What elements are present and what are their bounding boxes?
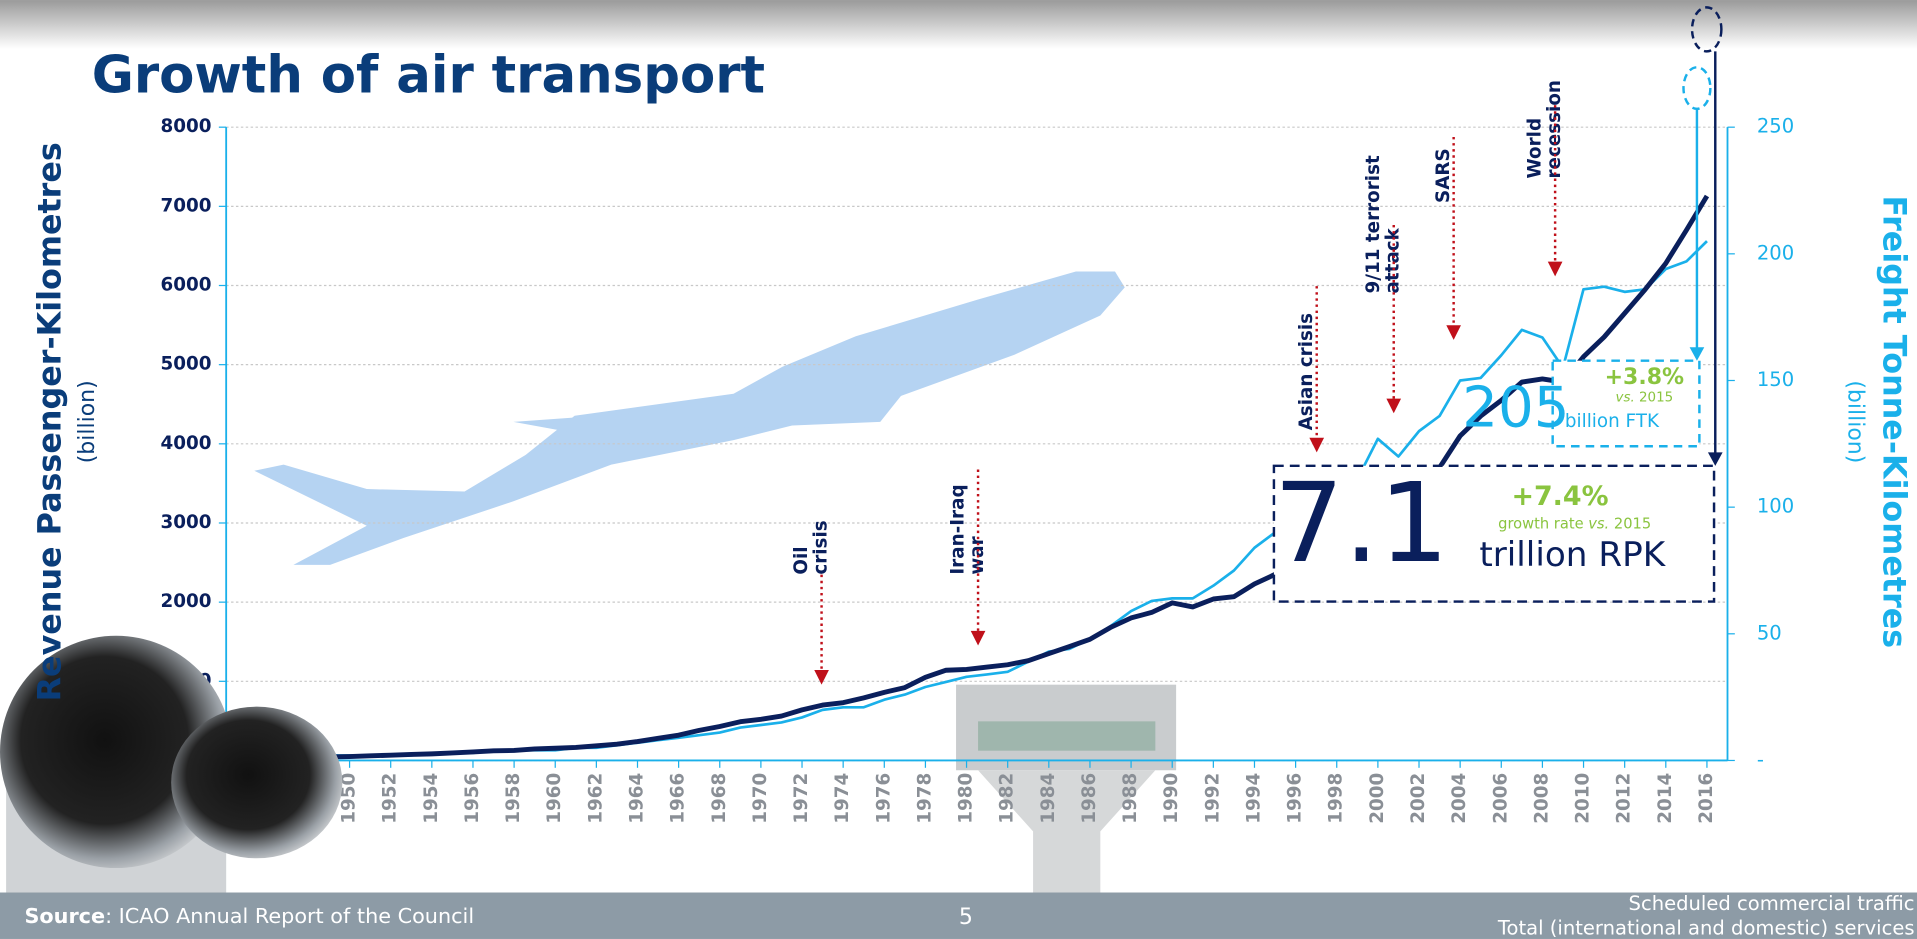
- x-tick-label: 2002: [1408, 773, 1429, 824]
- y2-tick-label: 100: [1757, 495, 1794, 518]
- pointer-arrow: [1708, 452, 1723, 465]
- engine-decor: [171, 707, 342, 859]
- x-tick-label: 1952: [380, 773, 401, 824]
- x-tick-label: 1976: [873, 773, 894, 824]
- y2-tick-label: 50: [1757, 621, 1782, 644]
- x-tick-label: 1992: [1202, 773, 1223, 824]
- source-label: Source: [24, 904, 105, 928]
- y-tick-label: 5000: [160, 354, 211, 375]
- y-axis-title: Revenue Passenger-Kilometres: [32, 142, 68, 701]
- rpk-value: 7.1: [1274, 459, 1449, 587]
- ftk-growth: +3.8%: [1605, 365, 1684, 390]
- page: {"chart_data": { "type": "line", "title"…: [0, 0, 1917, 939]
- rpk-unit: trillion RPK: [1479, 535, 1666, 575]
- x-tick-label: 1996: [1285, 773, 1306, 824]
- x-tick-label: 1986: [1079, 773, 1100, 824]
- tower-window: [978, 721, 1155, 750]
- rpk-note-b: vs.: [1588, 516, 1609, 533]
- page-number: 5: [959, 905, 973, 930]
- event-arrow-head: [814, 670, 829, 685]
- y-tick-label: 2000: [160, 591, 211, 612]
- ftk-note: vs. 2015: [1616, 390, 1674, 405]
- x-tick-label: 1978: [914, 773, 935, 824]
- y-tick-label: 4000: [160, 433, 211, 454]
- footer-note: Total (international and domestic) servi…: [1497, 917, 1915, 939]
- x-tick-label: 2000: [1367, 773, 1388, 824]
- event-arrow-head: [1548, 262, 1563, 277]
- y-tick-label: 8000: [160, 116, 211, 137]
- x-tick-label: 1968: [709, 773, 730, 824]
- x-tick-label: 1966: [668, 773, 689, 824]
- y-tick-label: 6000: [160, 275, 211, 296]
- event-label: recession: [1544, 80, 1565, 179]
- footer-source: Source: ICAO Annual Report of the Counci…: [24, 904, 474, 928]
- y2-tick-label: 200: [1757, 241, 1794, 264]
- x-tick-label: 2006: [1490, 773, 1511, 824]
- x-tick-label: 1960: [544, 773, 565, 824]
- rpk-growth: +7.4%: [1511, 481, 1608, 512]
- x-tick-label: 1980: [956, 773, 977, 824]
- event-arrow-head: [971, 631, 986, 646]
- event-label: World: [1525, 118, 1546, 179]
- x-tick-label: 2012: [1614, 773, 1635, 824]
- x-tick-label: 2014: [1655, 773, 1676, 824]
- x-tick-label: 1984: [1038, 773, 1059, 824]
- x-tick-label: 1970: [750, 773, 771, 824]
- x-tick-label: 2004: [1449, 773, 1470, 824]
- x-tick-label: 1990: [1161, 773, 1182, 824]
- y-tick-label: 3000: [160, 512, 211, 533]
- event-label: 9/11 terrorist: [1363, 155, 1384, 293]
- x-tick-label: 1956: [462, 773, 483, 824]
- event-arrow-head: [1386, 399, 1401, 414]
- event-label: Asian crisis: [1296, 313, 1317, 431]
- event-label: crisis: [811, 520, 832, 574]
- footer-note: Scheduled commercial traffic: [1629, 892, 1915, 915]
- x-tick-label: 1972: [791, 773, 812, 824]
- ftk-note-c: 2015: [1635, 390, 1673, 405]
- event-arrow-head: [1446, 325, 1461, 340]
- x-tick-label: 1958: [503, 773, 524, 824]
- y2-tick-label: 250: [1757, 115, 1794, 138]
- source-text: : ICAO Annual Report of the Council: [105, 904, 474, 928]
- x-tick-label: 1982: [997, 773, 1018, 824]
- x-tick-label: 1964: [626, 773, 647, 824]
- chart-title: Growth of air transport: [92, 45, 765, 105]
- x-tick-label: 1998: [1326, 773, 1347, 824]
- pointer-ring: [1683, 67, 1710, 109]
- x-tick-label: 1994: [1243, 773, 1264, 824]
- rpk-note: growth rate vs. 2015: [1498, 516, 1651, 533]
- x-tick-label: 2010: [1573, 773, 1594, 824]
- rpk-note-c: 2015: [1609, 516, 1651, 533]
- ftk-value: 205: [1462, 375, 1569, 440]
- y2-axis-title: Freight Tonne-Kilometres: [1876, 195, 1912, 648]
- y-tick-label: 7000: [160, 195, 211, 216]
- event-label: Oil: [791, 546, 812, 574]
- event-label: SARS: [1433, 148, 1454, 203]
- event-arrow-head: [1309, 438, 1324, 453]
- y-axis-unit: (billion): [75, 380, 100, 463]
- slide: 010002000300040005000600070008000-501001…: [0, 0, 1917, 939]
- y2-tick-label: 150: [1757, 368, 1794, 391]
- x-tick-label: 2008: [1531, 773, 1552, 824]
- top-band: [0, 0, 1917, 49]
- x-tick-label: 1974: [832, 773, 853, 824]
- x-tick-label: 1988: [1120, 773, 1141, 824]
- ftk-note-b: vs.: [1616, 390, 1635, 405]
- x-tick-label: 1954: [421, 773, 442, 824]
- pointer-arrow: [1690, 347, 1705, 360]
- y2-axis-unit: (billion): [1843, 380, 1868, 463]
- x-tick-label: 2016: [1696, 773, 1717, 824]
- ftk-unit: billion FTK: [1565, 411, 1660, 432]
- event-label: Iran-Iraq: [948, 484, 969, 574]
- rpk-note-a: growth rate: [1498, 516, 1588, 533]
- x-tick-label: 1962: [585, 773, 606, 824]
- airplane-wing: [513, 379, 904, 435]
- y2-tick-label: -: [1757, 748, 1764, 771]
